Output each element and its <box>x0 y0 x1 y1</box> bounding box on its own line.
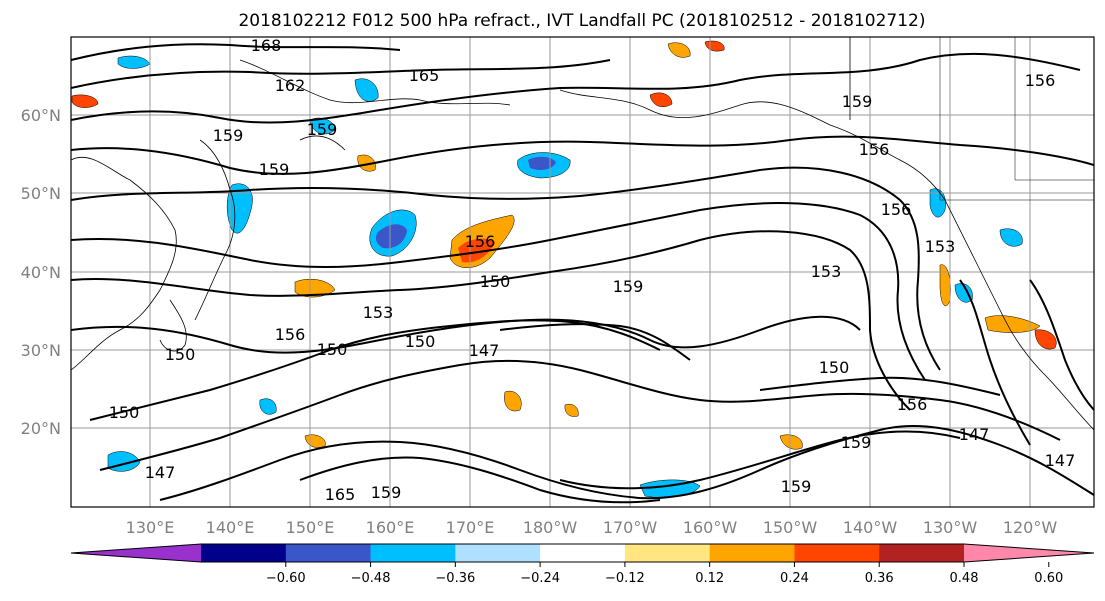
contour-label: 147 <box>469 341 500 360</box>
contour-label: 159 <box>841 433 872 452</box>
longitude-labels: 130°E 140°E 150°E 160°E 170°E 180°W 170°… <box>126 518 1058 537</box>
contour-label: 156 <box>1025 71 1056 90</box>
positive-anomaly-patch <box>564 404 579 417</box>
colorbar-tick-label: −0.12 <box>605 571 645 586</box>
colorbar: −0.60 −0.48 −0.36 −0.24 −0.12 0.12 0.24 0.36 0.4… <box>70 543 1095 586</box>
contour-label: 165 <box>409 66 440 85</box>
lat-label: 20°N <box>21 419 61 438</box>
colorbar-extend-high <box>964 544 1094 562</box>
lon-label: 140°E <box>206 518 255 537</box>
map-frame <box>70 36 1095 508</box>
positive-anomaly-patch <box>1034 329 1057 350</box>
lon-label: 170°E <box>446 518 495 537</box>
negative-anomaly-patch <box>354 78 379 102</box>
contour-label: 153 <box>363 303 394 322</box>
lat-label: 30°N <box>21 341 61 360</box>
contour-label: 156 <box>897 395 928 414</box>
colorbar-swatch <box>879 544 965 562</box>
colorbar-tick-label: −0.24 <box>520 571 560 586</box>
contour-label: 168 <box>251 36 282 55</box>
map-title: 2018102212 F012 500 hPa refract., IVT La… <box>238 11 925 31</box>
lon-label: 150°E <box>286 518 335 537</box>
contour-label: 150 <box>480 272 511 291</box>
contour-label: 156 <box>275 325 306 344</box>
lon-label: 120°W <box>1003 518 1058 537</box>
contour-label: 162 <box>275 76 306 95</box>
refractivity-contours <box>71 43 1094 504</box>
contour-label: 159 <box>213 126 244 145</box>
colorbar-swatch <box>285 544 372 562</box>
colorbar-swatch <box>709 544 795 562</box>
colorbar-swatch <box>201 544 287 562</box>
positive-anomaly-patch <box>667 42 691 58</box>
contour-label: 150 <box>405 332 436 351</box>
strong-negative-anomaly-patch <box>528 156 556 170</box>
lat-label: 40°N <box>21 263 61 282</box>
colorbar-swatch <box>540 544 626 562</box>
lon-label: 150°W <box>763 518 818 537</box>
contour-label: 156 <box>465 232 496 251</box>
lat-label: 60°N <box>21 106 61 125</box>
lon-label: 130°E <box>126 518 175 537</box>
colorbar-tick-label: 0.60 <box>1034 571 1063 586</box>
colorbar-outline <box>70 543 1095 563</box>
contour-label: 153 <box>811 262 842 281</box>
contour-label: 165 <box>325 485 356 504</box>
lon-label: 160°E <box>366 518 415 537</box>
colorbar-tick-label: 0.24 <box>780 571 809 586</box>
contour-label: 156 <box>859 140 890 159</box>
contour-label: 159 <box>781 477 812 496</box>
strong-positive-anomaly-patch <box>458 238 495 263</box>
lon-label: 180°W <box>523 518 578 537</box>
colorbar-tick-label: −0.60 <box>266 571 306 586</box>
contour-label: 147 <box>1045 451 1076 470</box>
contour-label: 159 <box>842 92 873 111</box>
map-panel: 168 165 162 159 159 159 156 156 159 156 … <box>70 36 1095 508</box>
contour-label: 159 <box>259 160 290 179</box>
contour-label: 159 <box>307 120 338 139</box>
positive-anomaly-patch <box>71 94 99 108</box>
lon-label: 160°W <box>683 518 738 537</box>
lon-label: 140°W <box>843 518 898 537</box>
negative-anomaly-patch <box>226 183 253 234</box>
coastlines <box>71 37 1094 431</box>
contour-label: 150 <box>165 345 196 364</box>
contour-label: 150 <box>109 403 140 422</box>
positive-anomaly-patch <box>504 390 522 412</box>
colorbar-tick-label: 0.12 <box>695 571 724 586</box>
contour-label: 147 <box>959 425 990 444</box>
contour-label: 159 <box>371 483 402 502</box>
colorbar-swatch <box>455 544 541 562</box>
positive-anomaly-patch <box>357 154 376 172</box>
latitude-labels: 60°N 50°N 40°N 30°N 20°N <box>21 106 61 438</box>
contour-label: 159 <box>613 277 644 296</box>
colorbar-tick-label: 0.36 <box>865 571 894 586</box>
negative-anomaly-patch <box>999 228 1023 247</box>
positive-anomaly-patch <box>649 92 673 107</box>
lon-label: 170°W <box>603 518 658 537</box>
colorbar-swatch <box>794 544 880 562</box>
contour-label: 147 <box>145 463 176 482</box>
lon-label: 130°W <box>923 518 978 537</box>
lat-label: 50°N <box>21 184 61 203</box>
colorbar-swatch <box>370 544 456 562</box>
contour-label: 150 <box>819 358 850 377</box>
negative-anomaly-patch <box>259 398 277 415</box>
graticule <box>71 37 1094 507</box>
colorbar-tick-label: −0.48 <box>351 571 391 586</box>
colorbar-extend-low <box>71 544 201 562</box>
refractivity-shading <box>71 40 1057 498</box>
colorbar-swatch <box>624 544 711 562</box>
strong-negative-anomaly-patch <box>375 224 407 249</box>
contour-label: 156 <box>881 200 912 219</box>
colorbar-tick-label: 0.48 <box>950 571 979 586</box>
contour-label: 153 <box>925 237 956 256</box>
positive-anomaly-patch <box>984 315 1041 333</box>
contour-labels: 168 165 162 159 159 159 156 156 159 156 … <box>109 36 1076 504</box>
contour-label: 150 <box>317 340 348 359</box>
colorbar-tick-label: −0.36 <box>435 571 475 586</box>
